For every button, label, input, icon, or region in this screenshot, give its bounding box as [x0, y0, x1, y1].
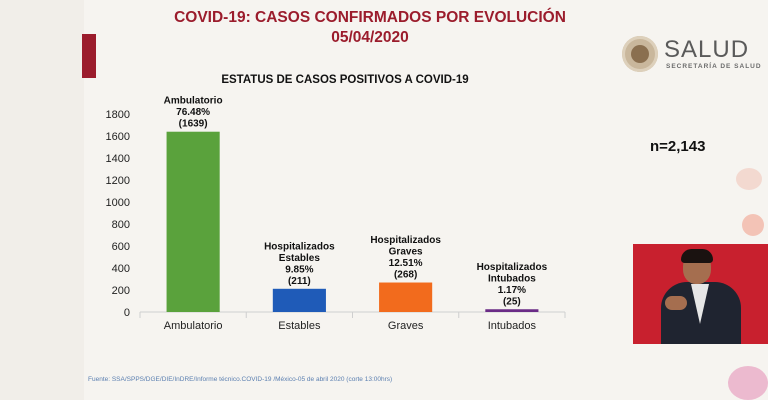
- data-label: Intubados: [488, 273, 536, 284]
- y-tick-label: 1400: [106, 153, 130, 165]
- y-tick-label: 600: [112, 241, 130, 253]
- bar-intubados: [485, 309, 539, 312]
- bar-chart: 0 200 400 600 800 1000 1200 1400 1600 1800 Ambulat…: [106, 96, 566, 332]
- data-label: Hospitalizados: [370, 235, 441, 246]
- salud-logo: SALUD SECRETARÍA DE SALUD: [622, 36, 762, 76]
- data-label: (1639): [179, 119, 208, 130]
- data-label: Estables: [279, 253, 321, 264]
- data-label: Hospitalizados: [477, 262, 548, 273]
- y-tick-label: 1000: [106, 197, 130, 209]
- data-label: 9.85%: [285, 264, 313, 275]
- data-label: 1.17%: [498, 285, 526, 296]
- sign-language-interpreter-video: [633, 244, 768, 344]
- coat-of-arms-icon: [622, 36, 658, 72]
- y-tick-label: 1800: [106, 109, 130, 121]
- x-tick-label: Estables: [278, 320, 321, 332]
- slide-title-line1: COVID-19: CASOS CONFIRMADOS POR EVOLUCIÓ…: [174, 9, 566, 26]
- bar-estables: [272, 288, 326, 312]
- x-tick-label: Graves: [388, 320, 424, 332]
- data-label: (268): [394, 270, 417, 281]
- y-tick-label: 800: [112, 219, 130, 231]
- data-label: Ambulatorio: [164, 96, 223, 107]
- data-label: 12.51%: [389, 258, 423, 269]
- x-tick-label: Ambulatorio: [164, 320, 223, 332]
- slide-title-date: 05/04/2020: [331, 29, 409, 46]
- y-tick-label: 0: [124, 307, 130, 319]
- y-tick-label: 400: [112, 263, 130, 275]
- bar-graves: [379, 282, 433, 312]
- total-cases-label: n=2,143: [650, 138, 706, 155]
- data-label: (25): [503, 296, 521, 307]
- data-label: 76.48%: [176, 107, 210, 118]
- red-accent-bar: [82, 34, 96, 78]
- decor-heart-icon: [736, 168, 762, 190]
- chart-title: ESTATUS DE CASOS POSITIVOS A COVID-19: [221, 74, 469, 86]
- decor-heart-icon: [742, 214, 764, 236]
- data-label: (211): [288, 276, 311, 287]
- y-tick-label: 200: [112, 285, 130, 297]
- data-label: Hospitalizados: [264, 241, 335, 252]
- y-tick-label: 1600: [106, 131, 130, 143]
- slide-title: COVID-19: CASOS CONFIRMADOS POR EVOLUCIÓ…: [150, 8, 590, 48]
- decor-heart-icon: [728, 366, 768, 400]
- source-note: Fuente: SSA/SPPS/DGE/DIE/InDRE/Informe t…: [88, 376, 393, 383]
- logo-subtitle: SECRETARÍA DE SALUD: [666, 63, 762, 70]
- bar-ambulatorio: [166, 131, 220, 312]
- x-tick-label: Intubados: [488, 320, 537, 332]
- left-decoration: [0, 0, 84, 400]
- data-label: Graves: [389, 247, 423, 258]
- y-tick-label: 1200: [106, 175, 130, 187]
- logo-name: SALUD: [664, 36, 750, 63]
